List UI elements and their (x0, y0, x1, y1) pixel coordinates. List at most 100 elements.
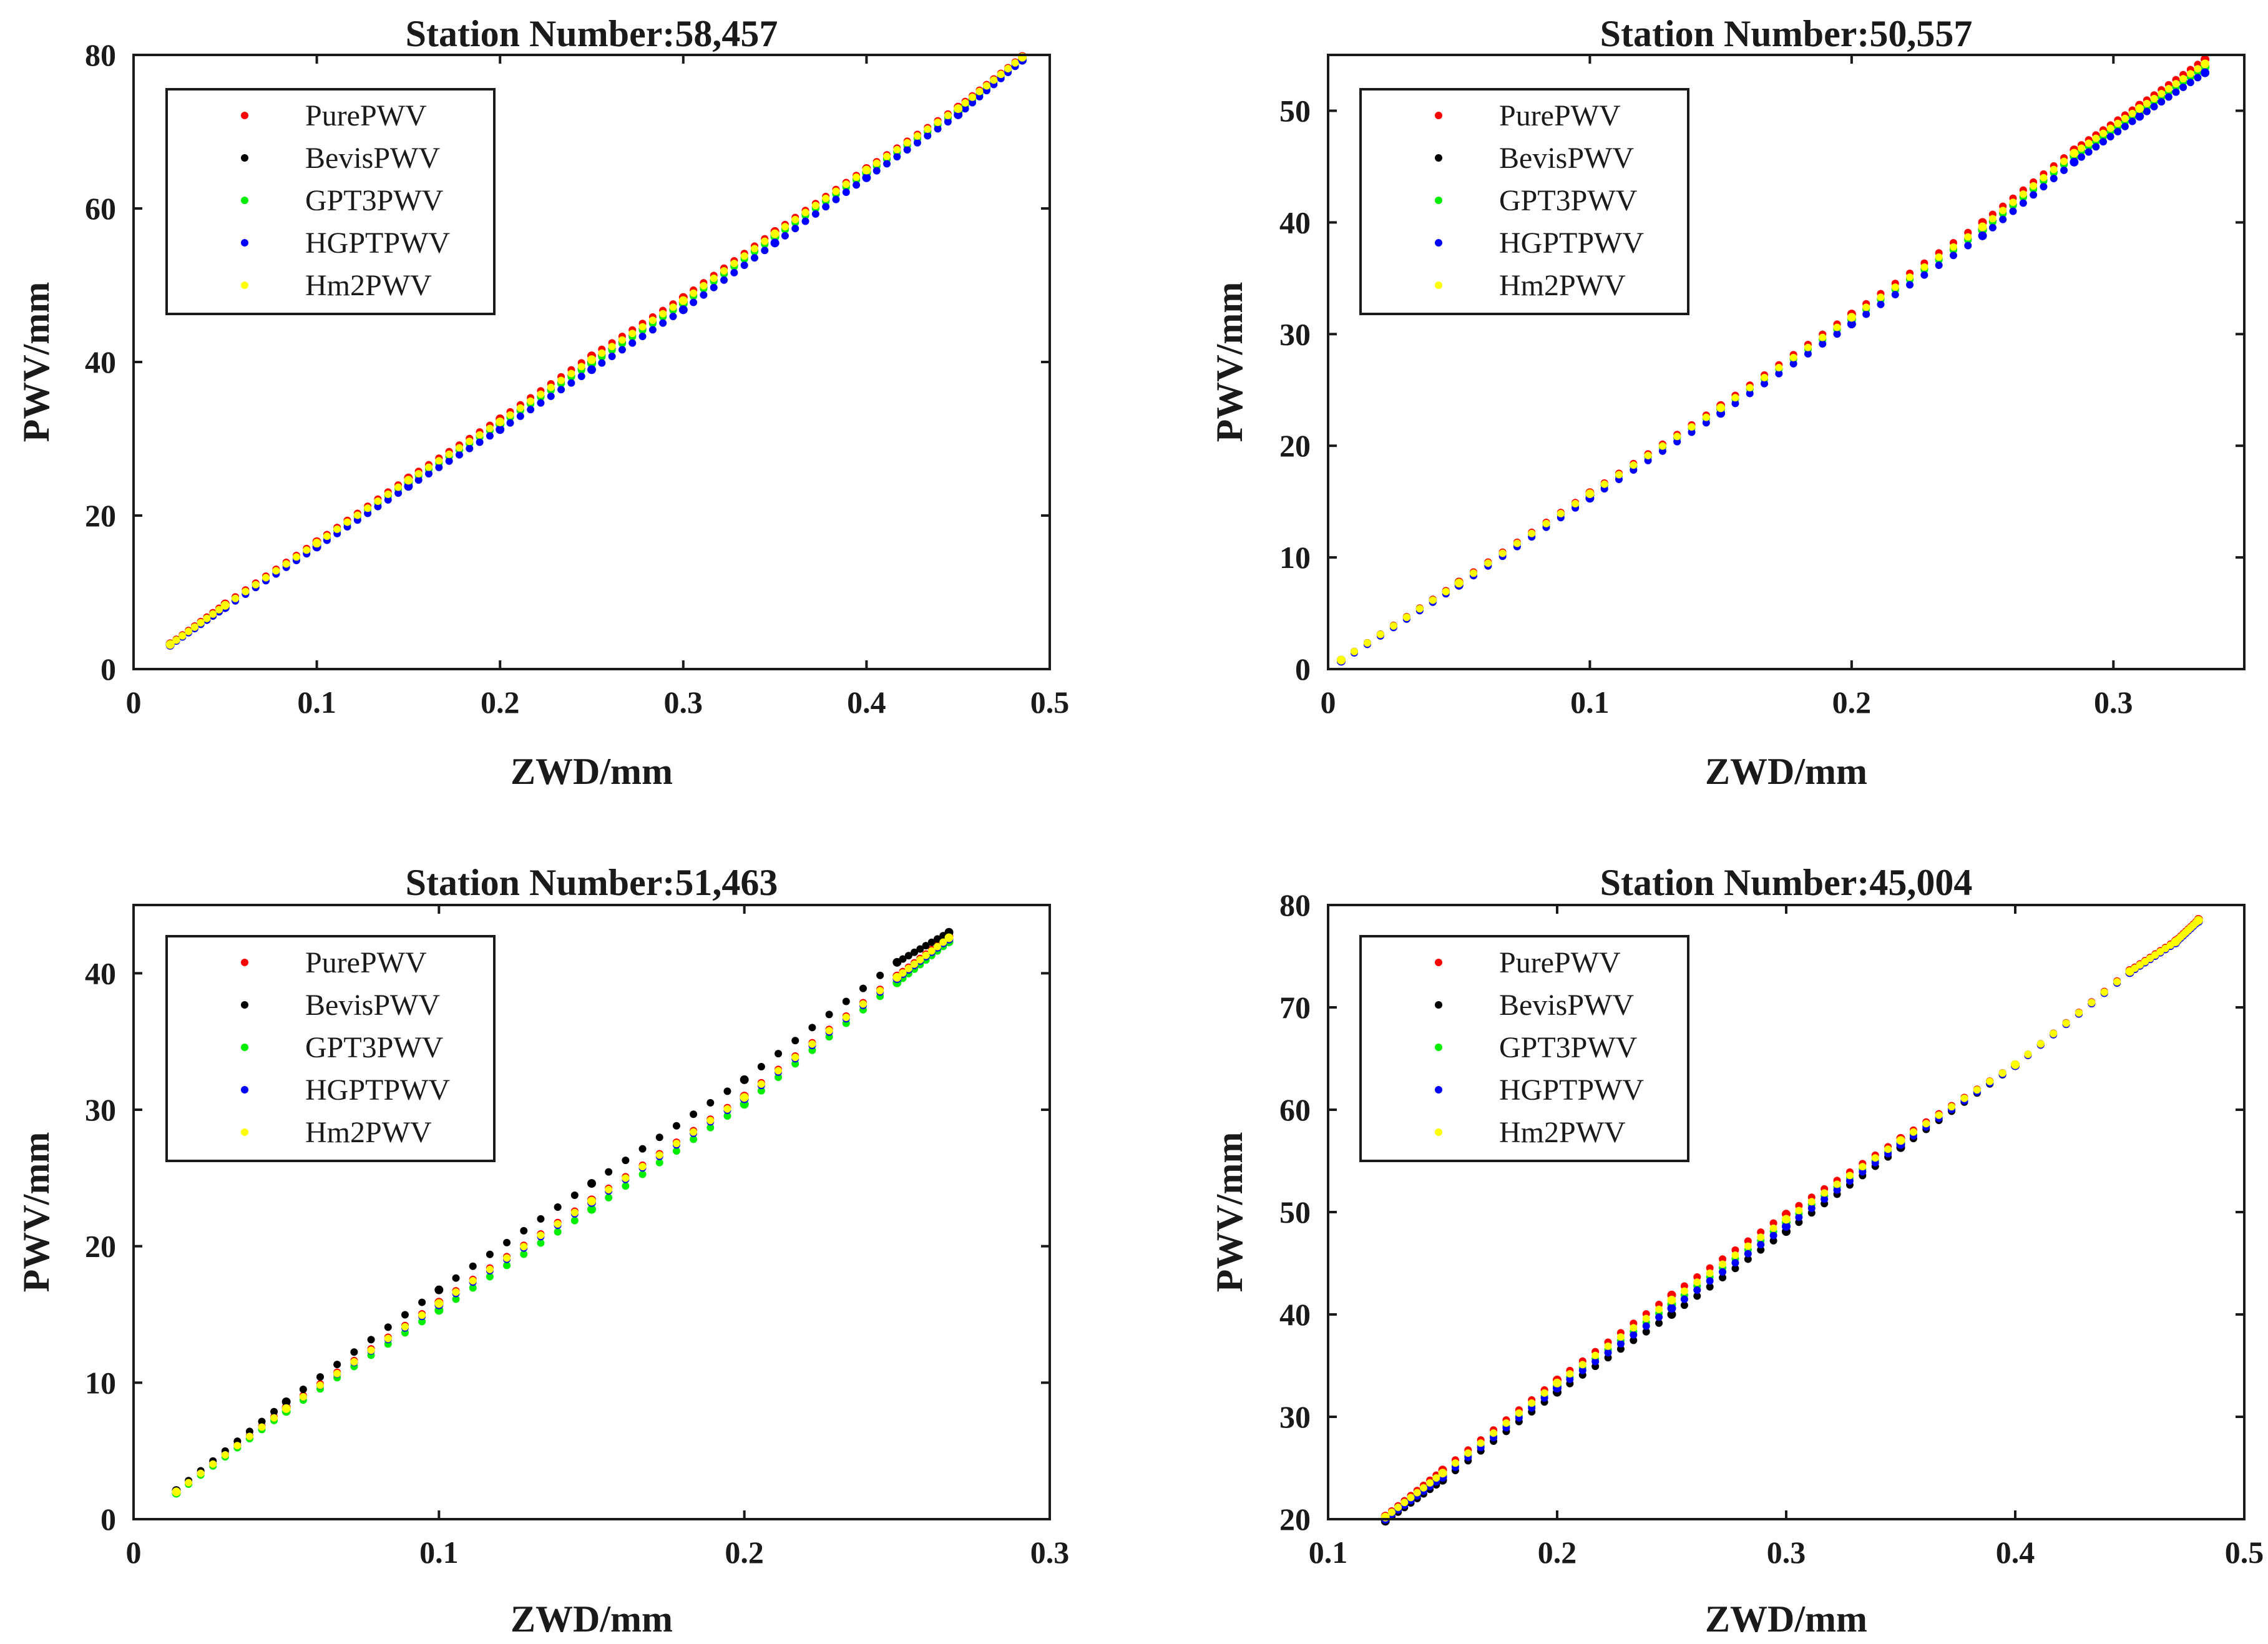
point-hgptpwv (1616, 1340, 1625, 1348)
point-bevispwv (1744, 1255, 1752, 1263)
point-hm2pwv (262, 574, 270, 582)
point-hm2pwv (1566, 1370, 1574, 1378)
point-bevispwv (740, 1075, 749, 1084)
point-hm2pwv (853, 173, 861, 181)
x-tick-label: 0.1 (1309, 1535, 1348, 1570)
point-hgptpwv (414, 476, 423, 484)
point-hm2pwv (172, 1487, 181, 1497)
plot-frame (1327, 54, 2246, 670)
point-hm2pwv (825, 1027, 833, 1035)
point-hgptpwv (1775, 369, 1783, 378)
point-hm2pwv (1746, 384, 1754, 392)
point-hgptpwv (2070, 157, 2079, 167)
point-hgptpwv (2143, 107, 2151, 115)
point-hm2pwv (215, 605, 223, 614)
point-bevispwv (333, 1361, 341, 1369)
point-hm2pwv (401, 1323, 409, 1331)
point-hm2pwv (1376, 630, 1384, 639)
point-hm2pwv (2070, 149, 2079, 158)
point-hm2pwv (2100, 988, 2108, 996)
point-hm2pwv (1600, 480, 1608, 488)
point-bevispwv (554, 1203, 562, 1211)
point-bevispwv (401, 1311, 409, 1319)
point-hm2pwv (435, 457, 443, 465)
point-hgptpwv (455, 451, 463, 459)
point-hgptpwv (811, 210, 819, 218)
point-hm2pwv (975, 87, 984, 95)
point-hm2pwv (2009, 198, 2017, 207)
point-hgptpwv (1642, 1322, 1650, 1330)
point-gpt3pwv (570, 1216, 579, 1225)
point-hgptpwv (486, 432, 494, 440)
point-hm2pwv (1769, 1224, 1777, 1232)
point-hm2pwv (740, 1093, 749, 1102)
point-gpt3pwv (520, 1250, 528, 1258)
point-hm2pwv (990, 76, 998, 84)
point-hm2pwv (2186, 70, 2194, 78)
point-hgptpwv (1819, 340, 1827, 348)
point-bevispwv (899, 955, 907, 963)
point-hm2pwv (1960, 1094, 1968, 1102)
point-bevispwv (469, 1262, 477, 1270)
point-hgptpwv (1920, 271, 1928, 279)
point-bevispwv (825, 1010, 833, 1019)
point-hm2pwv (1847, 313, 1856, 322)
legend-label-purepwv: PurePWV (305, 99, 427, 132)
point-hm2pwv (1585, 489, 1595, 499)
point-hm2pwv (312, 539, 321, 548)
point-hm2pwv (1413, 1489, 1421, 1497)
point-hgptpwv (822, 203, 830, 211)
point-purepwv (1680, 1282, 1688, 1290)
point-hgptpwv (2135, 112, 2144, 121)
point-hm2pwv (384, 1334, 392, 1343)
point-hm2pwv (282, 560, 290, 568)
point-hm2pwv (1419, 1484, 1427, 1492)
point-bevispwv (1706, 1283, 1714, 1291)
point-hgptpwv (466, 444, 474, 453)
legend-label-gpt3pwv: GPT3PWV (305, 1031, 444, 1064)
point-hgptpwv (1949, 252, 1957, 260)
legend-marker-hm2pwv (241, 1128, 248, 1136)
point-bevispwv (723, 1087, 731, 1095)
y-tick-label: 10 (85, 1365, 116, 1400)
point-hgptpwv (761, 247, 769, 255)
point-hgptpwv (2085, 148, 2093, 156)
point-hm2pwv (922, 951, 930, 959)
point-hm2pwv (333, 525, 341, 533)
point-purepwv (1706, 1264, 1714, 1272)
point-hgptpwv (2128, 117, 2136, 125)
legend-label-bevispwv: BevisPWV (305, 989, 440, 1022)
point-hm2pwv (350, 1358, 358, 1366)
y-tick-label: 80 (1279, 888, 1311, 922)
point-hgptpwv (2092, 143, 2100, 151)
point-hm2pwv (1528, 529, 1536, 537)
point-hm2pwv (1644, 451, 1652, 459)
y-tick-label: 20 (1279, 1502, 1311, 1537)
point-hgptpwv (364, 509, 372, 517)
point-hm2pwv (1498, 549, 1507, 557)
point-hm2pwv (2201, 59, 2210, 69)
point-hm2pwv (2099, 129, 2107, 137)
point-hm2pwv (1616, 1333, 1625, 1341)
point-hgptpwv (567, 379, 575, 387)
point-hm2pwv (883, 152, 891, 160)
point-hm2pwv (1986, 1077, 1994, 1085)
point-hm2pwv (1964, 233, 1972, 241)
point-hm2pwv (859, 1000, 867, 1008)
point-bevispwv (1731, 1265, 1739, 1273)
point-hm2pwv (1702, 413, 1710, 421)
point-hm2pwv (1402, 614, 1410, 622)
point-bevispwv (922, 942, 930, 950)
point-hgptpwv (1833, 1186, 1841, 1194)
point-hm2pwv (720, 267, 728, 275)
point-hm2pwv (1862, 303, 1870, 311)
point-gpt3pwv (503, 1261, 511, 1270)
point-hm2pwv (1451, 1459, 1459, 1467)
point-hm2pwv (832, 187, 840, 195)
point-hgptpwv (1667, 1304, 1676, 1313)
point-hm2pwv (811, 202, 819, 210)
y-tick-label: 40 (1279, 205, 1311, 240)
point-hm2pwv (2158, 90, 2166, 98)
point-hm2pwv (1833, 323, 1841, 331)
point-purepwv (1757, 1228, 1765, 1236)
